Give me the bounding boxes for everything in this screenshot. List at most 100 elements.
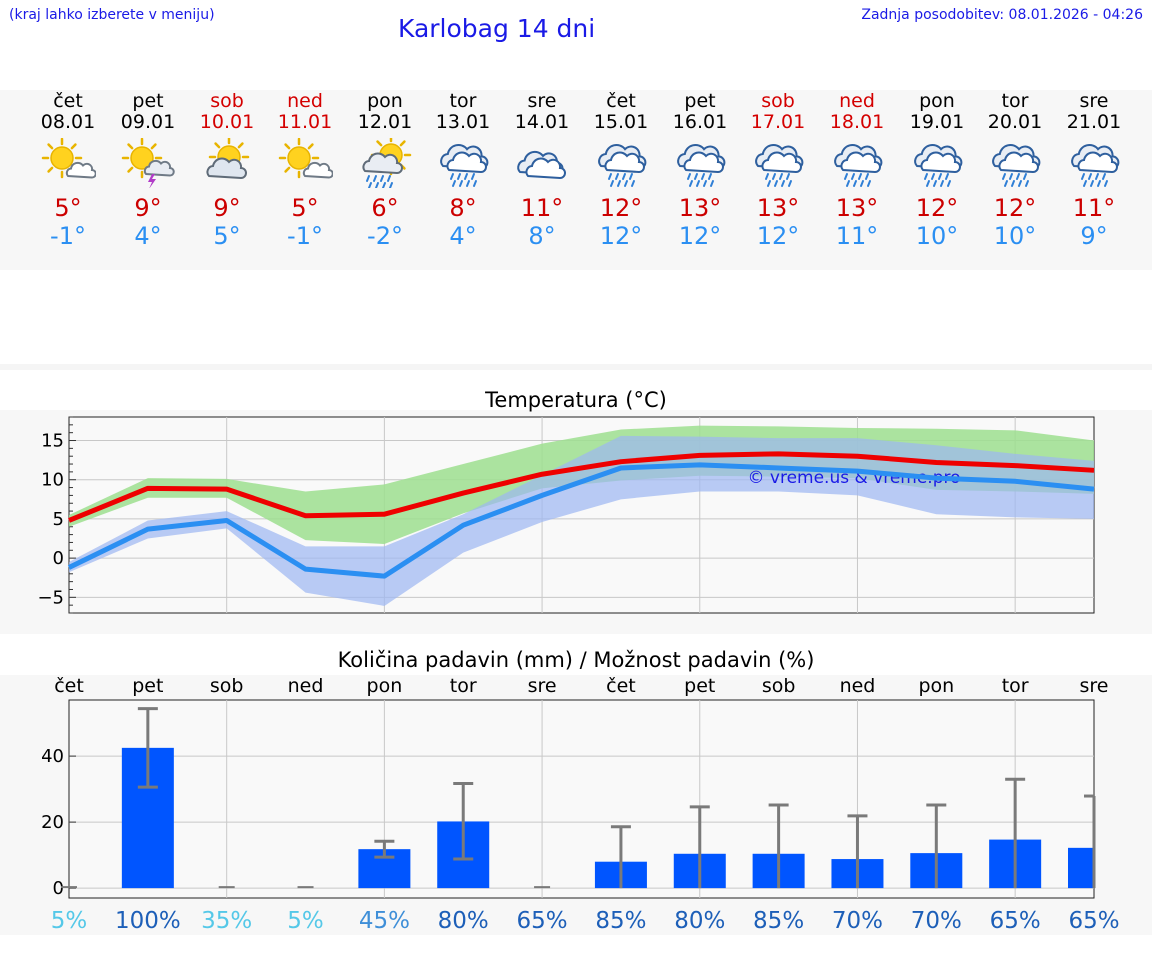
max-temperature: 8°	[449, 194, 477, 222]
cloudy-icon	[517, 150, 566, 180]
day-column: pet 09.01 9° 4°	[108, 90, 188, 250]
day-date: 10.01	[199, 111, 255, 133]
day-column: čet 08.01 5° -1°	[28, 90, 108, 250]
rain-cloud-icon	[914, 144, 963, 187]
day-date: 14.01	[514, 111, 570, 133]
min-temperature: 8°	[528, 222, 556, 250]
precipitation-chart-title: Količina padavin (mm) / Možnost padavin …	[337, 648, 815, 672]
daily-forecast-panel: čet 08.01 5° -1° pet 09.01 9° 4° sob 10.01 9° 5° ned…	[0, 90, 1152, 270]
min-temperature: 11°	[835, 222, 879, 250]
day-column: čet 15.01 12° 12°	[581, 90, 661, 250]
x-category-label: ned	[840, 675, 876, 697]
x-category-label: sre	[528, 675, 557, 697]
max-temperature: 5°	[291, 194, 319, 222]
last-updated: Zadnja posodobitev: 08.01.2026 - 04:26	[861, 7, 1143, 23]
temperature-line-min	[67, 462, 1095, 579]
section-divider	[0, 364, 1152, 370]
temperature-band-min-range	[69, 435, 1094, 606]
day-column: ned 11.01 5° -1°	[265, 90, 345, 250]
day-date: 09.01	[120, 111, 176, 133]
day-name: tor	[449, 90, 477, 112]
min-temperature: 12°	[756, 222, 800, 250]
precipitation-chance-label: 70%	[911, 908, 962, 934]
day-column: tor 20.01 12° 10°	[975, 90, 1055, 250]
min-temperature: 4°	[449, 222, 477, 250]
day-date: 19.01	[909, 111, 965, 133]
rain-cloud-icon	[598, 144, 647, 187]
day-name: ned	[839, 90, 875, 112]
day-date: 11.01	[277, 111, 333, 133]
day-column: pon 12.01 6° -2°	[345, 90, 425, 250]
sun-cloud-icon	[278, 138, 333, 179]
day-column: tor 13.01 8° 4°	[423, 90, 503, 250]
rain-cloud-icon	[755, 144, 804, 187]
y-tick-label: 5	[53, 509, 64, 530]
x-category-label: sob	[762, 675, 796, 697]
day-name: pon	[367, 90, 403, 112]
y-tick-label: 0	[53, 878, 64, 899]
day-column: pet 16.01 13° 12°	[660, 90, 740, 250]
max-temperature: 11°	[1072, 194, 1116, 222]
precipitation-chance-label: 85%	[753, 908, 804, 934]
max-temperature: 13°	[756, 194, 800, 222]
partly-cloudy-icon	[206, 138, 250, 180]
max-temperature: 6°	[371, 194, 399, 222]
max-temperature: 12°	[915, 194, 959, 222]
precipitation-chance-label: 100%	[115, 908, 181, 934]
rain-cloud-icon	[677, 144, 726, 187]
watermark-text: © vreme.us & vreme.pro	[747, 468, 960, 488]
min-temperature: 9°	[1080, 222, 1108, 250]
day-column: pon 19.01 12° 10°	[897, 90, 977, 250]
day-date: 17.01	[750, 111, 806, 133]
min-temperature: 12°	[678, 222, 722, 250]
x-category-label: čet	[606, 675, 636, 697]
sun-thunderstorm-icon	[121, 138, 175, 188]
day-date: 08.01	[40, 111, 96, 133]
max-temperature: 9°	[213, 194, 241, 222]
precipitation-chance-label: 65%	[1068, 908, 1119, 934]
x-category-label: pon	[367, 675, 403, 697]
temperature-line-max	[68, 451, 1095, 523]
day-name: sob	[210, 90, 244, 112]
sun-rain-icon	[362, 138, 412, 188]
day-date: 21.01	[1066, 111, 1122, 133]
sun-cloud-icon	[41, 138, 96, 179]
y-tick-label: 0	[53, 548, 64, 569]
max-temperature: 12°	[599, 194, 643, 222]
page-title: Karlobag 14 dni	[398, 14, 596, 43]
precipitation-chance-label: 70%	[832, 908, 883, 934]
y-tick-label: −5	[37, 587, 64, 608]
day-name: ned	[287, 90, 323, 112]
day-date: 15.01	[593, 111, 649, 133]
day-name: sob	[761, 90, 795, 112]
day-date: 18.01	[829, 111, 885, 133]
rain-cloud-icon	[1071, 144, 1120, 187]
precipitation-chance-label: 85%	[595, 908, 646, 934]
y-tick-label: 20	[41, 812, 64, 833]
day-column: sob 17.01 13° 12°	[738, 90, 818, 250]
rain-cloud-icon	[992, 144, 1041, 187]
day-name: tor	[1001, 90, 1029, 112]
day-column: sre 14.01 11° 8°	[502, 90, 582, 250]
x-category-label: pon	[918, 675, 954, 697]
day-name: sre	[527, 90, 557, 112]
precipitation-bar	[1068, 847, 1094, 889]
precipitation-chance-label: 80%	[674, 908, 725, 934]
max-temperature: 13°	[835, 194, 879, 222]
min-temperature: 4°	[134, 222, 162, 250]
day-name: sre	[1079, 90, 1109, 112]
x-category-label: tor	[1002, 675, 1029, 697]
x-category-label: tor	[450, 675, 477, 697]
precipitation-chance-label: 65%	[990, 908, 1041, 934]
day-name: čet	[606, 90, 636, 112]
precipitation-chance-label: 5%	[51, 908, 88, 934]
x-category-label: čet	[54, 675, 84, 697]
max-temperature: 13°	[678, 194, 722, 222]
max-temperature: 5°	[54, 194, 82, 222]
temperature-chart-title: Temperatura (°C)	[485, 388, 667, 412]
temperature-chart: 15 10 5 0 −5 © vreme.us & vreme.pro	[37, 416, 1095, 614]
day-column: ned 18.01 13° 11°	[817, 90, 897, 250]
precipitation-chance-label: 45%	[359, 908, 410, 934]
min-temperature: -1°	[50, 222, 86, 250]
x-category-label: pet	[684, 675, 715, 697]
